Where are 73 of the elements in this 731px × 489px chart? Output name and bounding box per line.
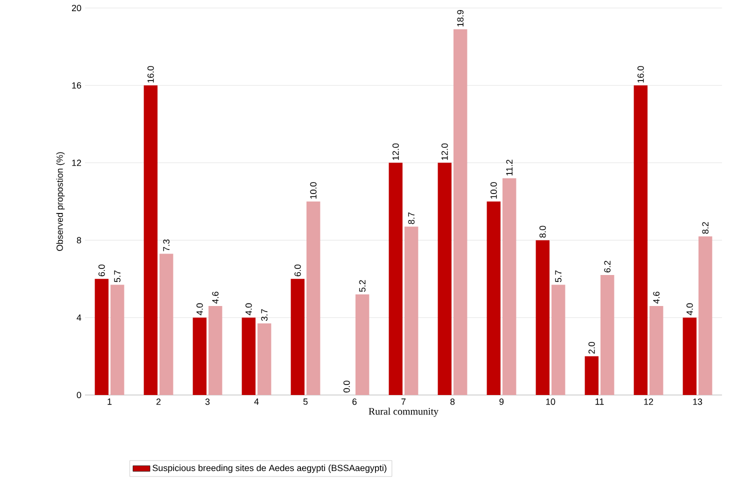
data-label: 5.7	[555, 270, 562, 282]
data-label: 12.0	[392, 144, 399, 160]
data-label: 10.0	[490, 182, 497, 199]
data-label: 5.2	[359, 280, 366, 292]
x-tick-label: 6	[352, 398, 357, 405]
bar	[551, 284, 566, 395]
data-label: 4.0	[686, 303, 693, 316]
bar	[536, 240, 550, 395]
data-label: 16.0	[147, 66, 154, 83]
data-label: 10.0	[310, 182, 317, 199]
data-label: 4.0	[196, 303, 203, 316]
bar	[388, 162, 403, 395]
bar	[144, 85, 158, 395]
bar	[502, 178, 516, 395]
bar	[355, 294, 370, 395]
y-tick-label: 0	[76, 392, 82, 398]
bar	[306, 202, 320, 395]
x-tick-label: 5	[303, 398, 308, 405]
bar	[600, 275, 614, 395]
data-label: 16.0	[637, 66, 644, 83]
data-label: 8.7	[408, 212, 415, 224]
x-tick-label: 9	[499, 398, 504, 405]
bar	[257, 323, 272, 395]
x-tick-label: 1	[108, 398, 112, 405]
x-tick-label: 4	[254, 398, 259, 405]
bar	[682, 318, 697, 395]
y-tick-label: 20	[72, 4, 82, 12]
x-tick-label: 13	[693, 398, 702, 405]
data-label: 7.3	[163, 239, 170, 252]
bar	[453, 29, 468, 395]
bar	[438, 162, 452, 395]
bar	[242, 318, 256, 395]
y-axis-title: Observed propostion (%)	[56, 152, 65, 251]
bar	[94, 278, 109, 395]
y-tick-label: 16	[72, 82, 82, 89]
data-label: 6.2	[604, 260, 611, 272]
data-label: 4.6	[212, 292, 219, 304]
bar	[404, 226, 418, 395]
y-tick-label: 8	[76, 237, 82, 244]
x-tick-label: 12	[644, 398, 654, 405]
x-tick-label: 8	[450, 398, 455, 405]
x-tick-label: 10	[546, 398, 556, 405]
data-label: 3.7	[261, 309, 268, 321]
x-tick-label: 2	[156, 398, 161, 405]
data-label: 2.0	[588, 342, 595, 354]
bar	[290, 278, 305, 395]
y-tick-label: 12	[72, 160, 82, 166]
bar	[486, 202, 501, 395]
data-label: 4.0	[245, 303, 252, 316]
x-axis-title: Rural community	[368, 408, 438, 417]
bar	[110, 284, 124, 395]
data-label: 5.7	[114, 270, 120, 282]
y-tick-label: 4	[76, 314, 82, 321]
bar	[698, 236, 712, 395]
bar	[208, 306, 222, 395]
data-label: 8.2	[702, 222, 709, 234]
bar	[634, 85, 648, 395]
legend-label: Suspicious breeding sites de Aedes aegypti (BSSAaegypti)	[152, 464, 386, 473]
bar	[159, 254, 174, 395]
data-label: 8.0	[539, 226, 546, 238]
data-label: 18.9	[457, 10, 464, 26]
data-label: 0.0	[343, 380, 350, 392]
data-label: 12.0	[441, 144, 448, 160]
x-tick-label: 3	[205, 398, 210, 405]
data-label: 6.0	[294, 264, 301, 276]
data-label: 4.6	[653, 292, 660, 304]
x-tick-label: 7	[401, 398, 406, 405]
bar	[192, 318, 207, 395]
bar	[584, 356, 599, 395]
bar	[649, 306, 664, 395]
data-label: 6.0	[98, 264, 105, 276]
x-tick-label: 11	[596, 398, 604, 405]
data-label: 11.2	[506, 160, 512, 176]
